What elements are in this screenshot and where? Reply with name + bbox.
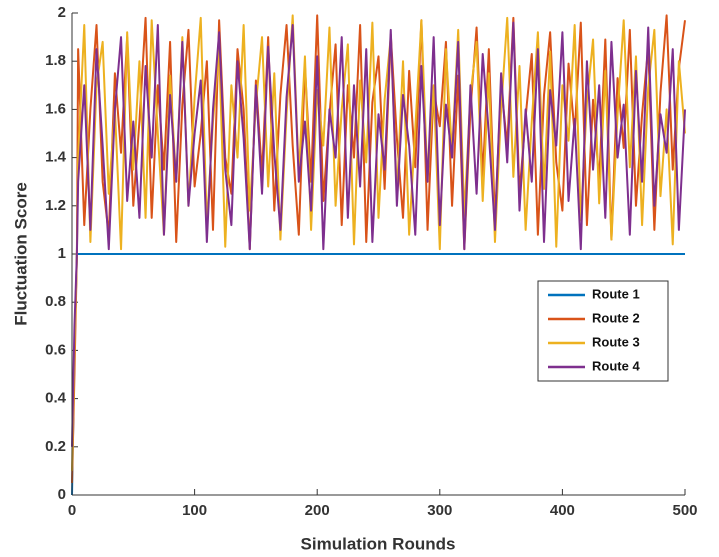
y-tick-label: 0.2 (45, 438, 66, 455)
y-tick-label: 1.8 (45, 52, 66, 69)
y-tick-label: 1.6 (45, 100, 66, 117)
y-tick-label: 0 (58, 486, 66, 503)
x-axis-title: Simulation Rounds (301, 534, 456, 553)
legend-box (537, 280, 669, 382)
line-series (71, 14, 686, 471)
y-axis-title: Fluctuation Score (11, 182, 30, 326)
y-tick-label: 0.4 (45, 390, 67, 407)
legend-label: Route 4 (592, 358, 640, 373)
legend-label: Route 1 (592, 286, 640, 301)
y-tick-label: 1 (58, 245, 66, 262)
legend-label: Route 3 (592, 334, 640, 349)
x-tick-label: 200 (305, 502, 330, 519)
x-tick-label: 400 (550, 502, 575, 519)
x-tick-label: 100 (182, 502, 207, 519)
y-tick-label: 1.4 (45, 149, 67, 166)
x-tick-label: 0 (68, 502, 76, 519)
y-tick-label: 2 (58, 4, 66, 21)
y-tick-label: 0.6 (45, 341, 66, 358)
legend-label: Route 2 (592, 310, 640, 325)
line-series (71, 14, 686, 483)
line-series (71, 21, 686, 447)
x-tick-label: 500 (672, 502, 697, 519)
line-series (71, 253, 685, 496)
y-tick-label: 0.8 (45, 293, 66, 310)
x-tick-label: 300 (427, 502, 452, 519)
y-tick-label: 1.2 (45, 197, 66, 214)
